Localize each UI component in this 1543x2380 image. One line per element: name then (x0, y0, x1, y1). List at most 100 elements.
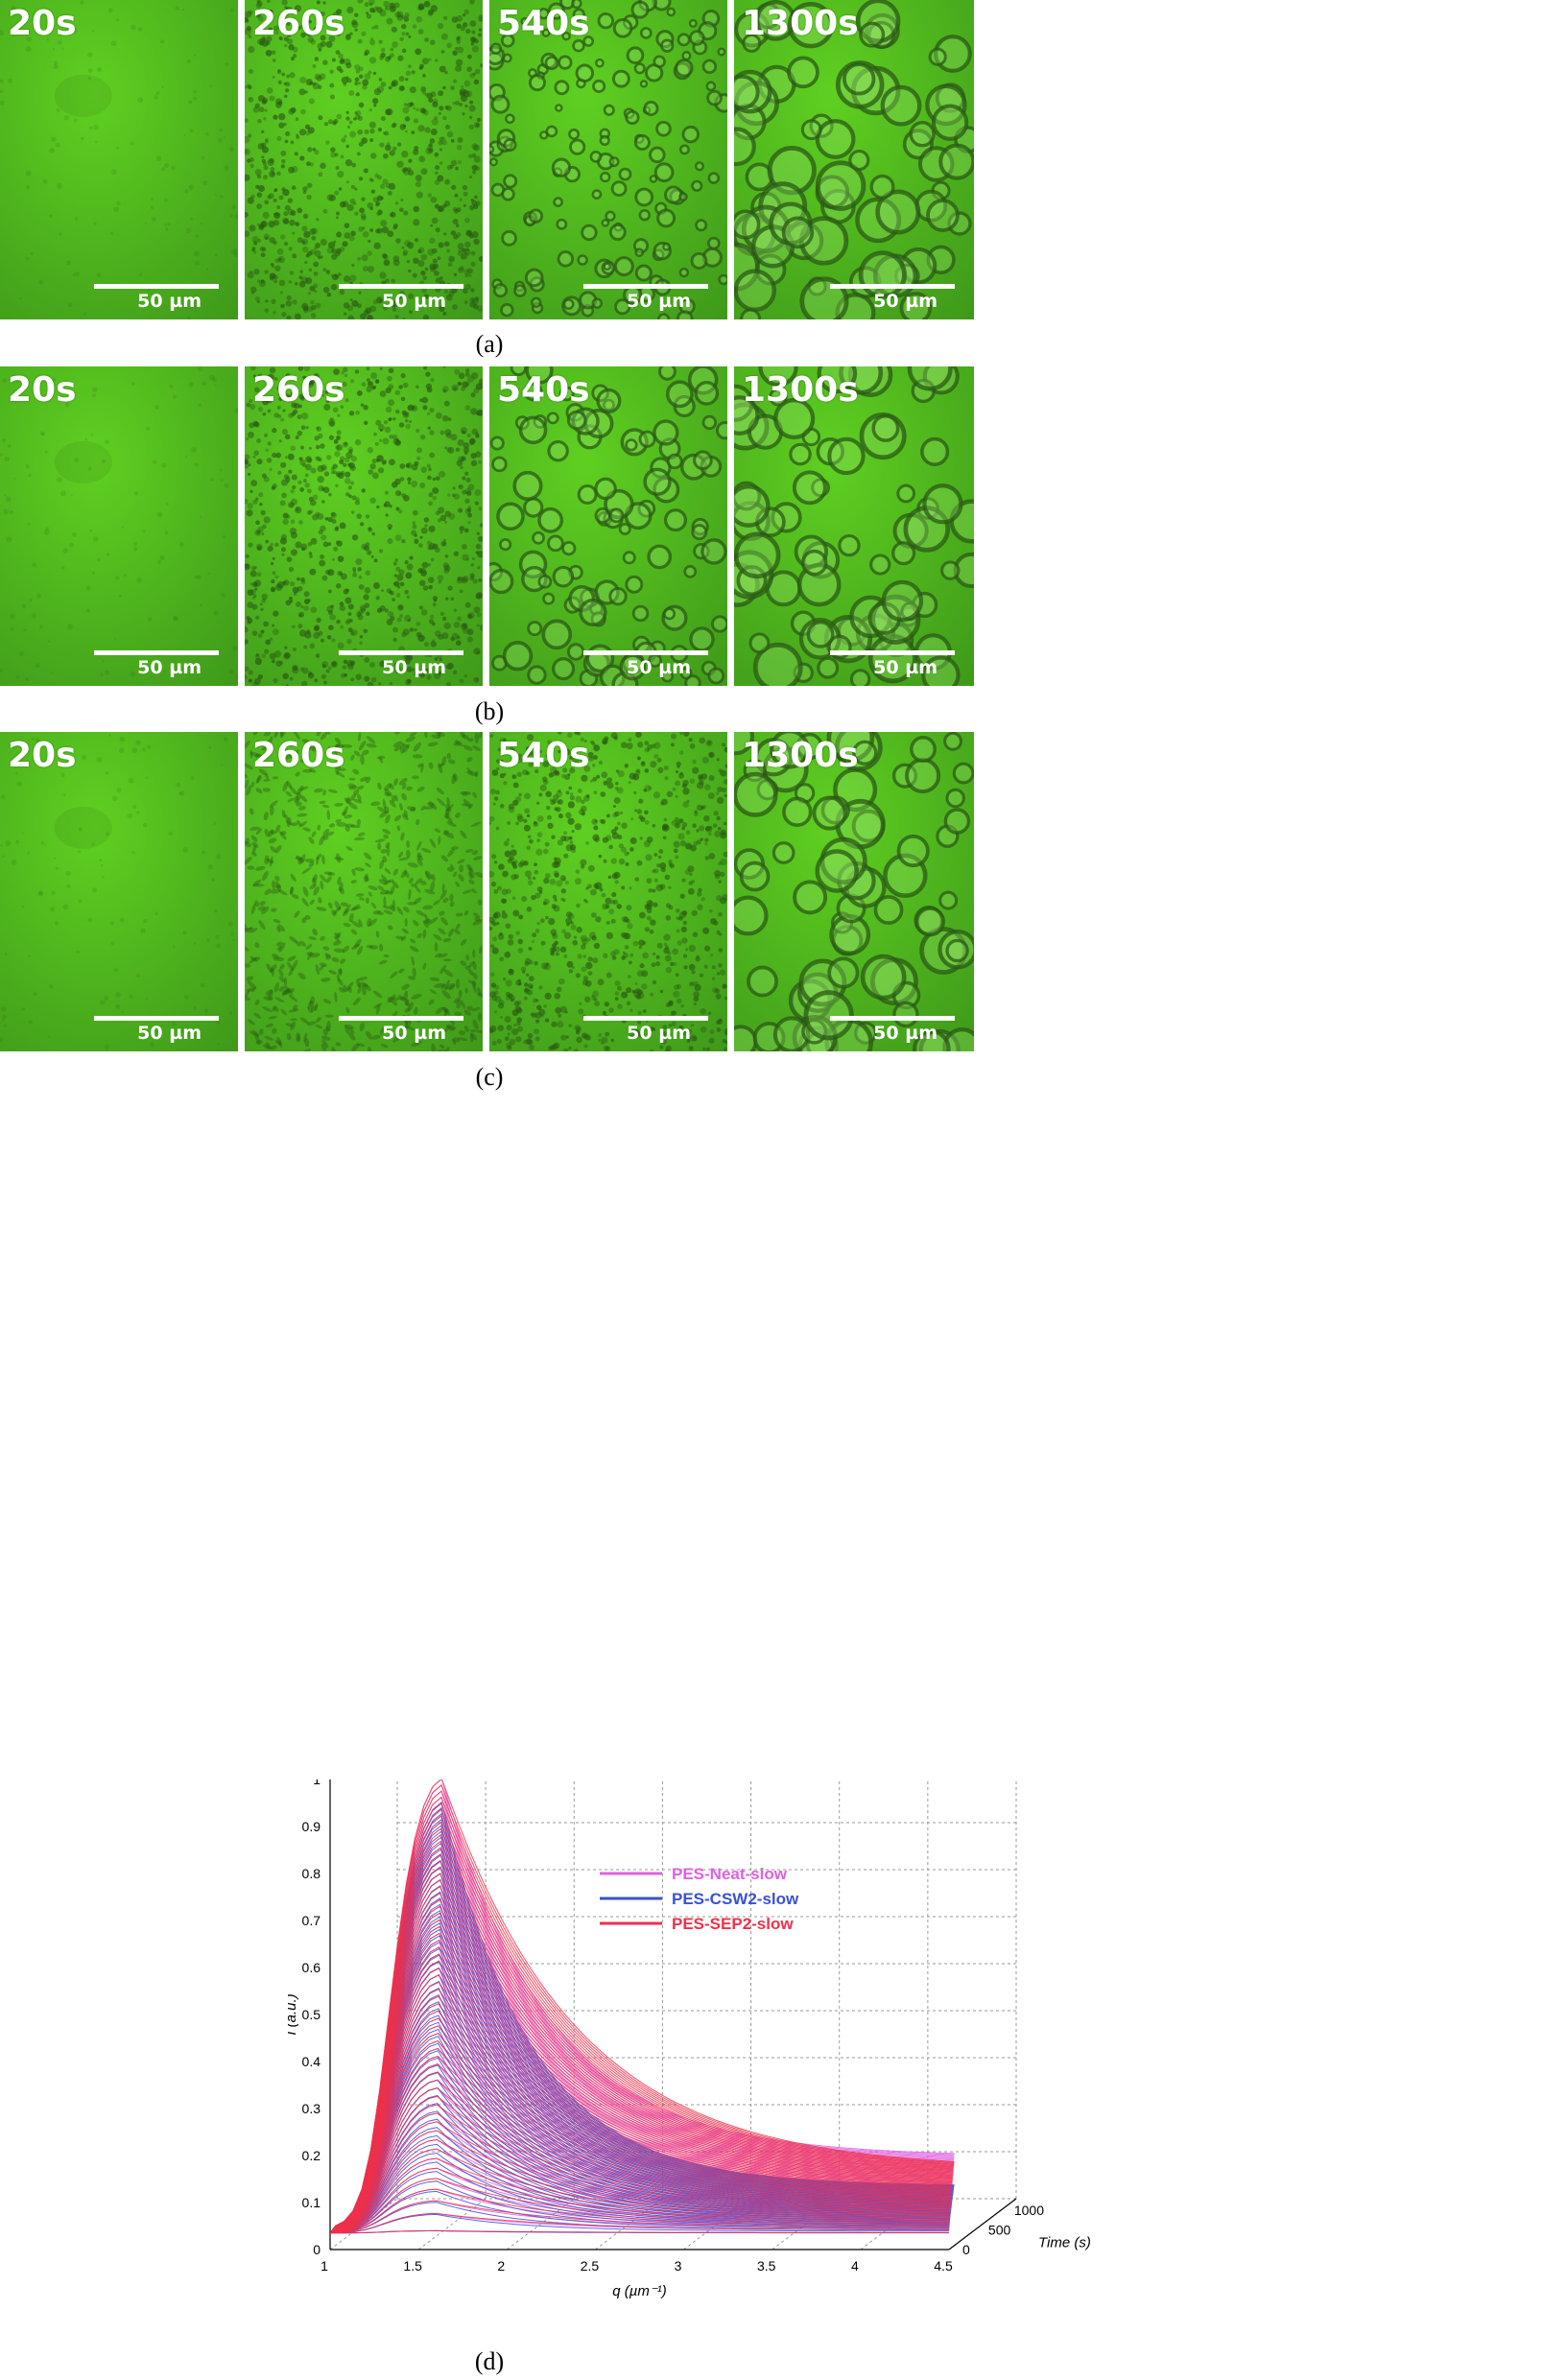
micrograph-image (489, 0, 727, 319)
curve (334, 1815, 955, 2227)
time-label: 260s (252, 4, 345, 43)
scale-bar-label: 50 µm (137, 1023, 202, 1044)
micrograph-panel: 20s 50 µm (0, 732, 238, 1051)
time-label: 20s (8, 4, 77, 43)
y-tick-label: 0.1 (302, 2195, 321, 2210)
curve (333, 1932, 953, 2229)
micrograph-panel: 1300s 50 µm (734, 732, 974, 1051)
scale-bar (339, 1016, 463, 1021)
z-tick-label: 0 (962, 2242, 970, 2257)
curve (332, 1974, 952, 2230)
time-label: 1300s (742, 4, 859, 43)
scale-bar-label: 50 µm (382, 1023, 446, 1044)
y-tick-label: 0.9 (302, 1819, 321, 1834)
x-tick-label: 4.5 (934, 2258, 953, 2274)
legend-label: PES-CSW2-slow (672, 1890, 799, 1908)
curve (333, 1947, 953, 2229)
curve (331, 2033, 952, 2231)
z-tick-label: 500 (988, 2223, 1011, 2238)
curve (334, 1847, 954, 2228)
y-tick-label: 0.3 (302, 2101, 321, 2116)
scale-bar-label: 50 µm (873, 657, 938, 678)
curve (332, 1946, 953, 2229)
micrograph-image (489, 366, 727, 686)
curve (330, 2167, 950, 2233)
curve (330, 2157, 950, 2233)
curve (335, 1819, 955, 2227)
curve (330, 2171, 950, 2233)
z-tick-label: 1000 (1014, 2203, 1044, 2218)
y-tick-label: 0.8 (302, 1866, 321, 1881)
y-tick-label: 0.4 (302, 2054, 321, 2069)
micrograph-panel: 540s 50 µm (489, 366, 727, 686)
curve (334, 1821, 954, 2227)
legend: PES-Neat-slow PES-CSW2-slow PES-SEP2-slow (600, 1865, 799, 1933)
micrograph-image (734, 366, 974, 686)
curve (330, 2200, 950, 2233)
micrograph-panel: 540s 50 µm (489, 732, 727, 1051)
time-label: 1300s (742, 370, 859, 410)
curve (331, 2104, 951, 2232)
subfigure-caption: (b) (474, 697, 505, 725)
legend-label: PES-Neat-slow (672, 1865, 788, 1883)
micrograph-panel: 540s 50 µm (489, 0, 727, 319)
micrograph-panel: 1300s 50 µm (734, 0, 974, 319)
micrograph-panel: 1300s 50 µm (734, 366, 974, 686)
curve (335, 1779, 955, 2227)
y-axis-label: I (a.u.) (288, 1993, 299, 2035)
y-tick-label: 0.2 (302, 2148, 321, 2163)
curve (332, 1960, 952, 2230)
curve (334, 1859, 954, 2228)
curve (334, 1808, 955, 2227)
x-axis-label: q (µm⁻¹) (612, 2283, 667, 2299)
curve (334, 1840, 954, 2227)
curve (332, 2010, 952, 2230)
x-tick-label: 2 (497, 2258, 505, 2274)
curve (331, 2047, 951, 2231)
curve (330, 2229, 949, 2234)
scattering-intensity-chart: 1 1.5 2 2.5 3 3.5 4 4.5 0 0.1 0.2 0.3 0.4 0.5 0.6 0.7 0.… (288, 1779, 1091, 2299)
curve (331, 2025, 952, 2231)
curve (333, 1916, 953, 2229)
scale-bar-label: 50 µm (137, 291, 202, 312)
scale-bar (94, 284, 219, 289)
curve (331, 2071, 951, 2231)
curve (331, 2095, 951, 2232)
curve (333, 1939, 953, 2229)
time-label: 1300s (742, 736, 859, 775)
curve (333, 1919, 953, 2229)
curve (332, 1988, 952, 2230)
time-label: 540s (497, 4, 590, 43)
curve (334, 1873, 954, 2228)
curve (332, 1953, 953, 2229)
y-tick-label: 0 (313, 2242, 320, 2257)
curve (330, 2188, 950, 2233)
curve (334, 1827, 954, 2227)
curve (333, 1903, 954, 2228)
curve (335, 1790, 955, 2227)
z-axis (948, 2198, 1017, 2250)
x-tick-label: 1 (320, 2258, 328, 2274)
curve (334, 1834, 954, 2227)
curve (330, 2213, 950, 2234)
scale-bar-label: 50 µm (873, 1023, 938, 1044)
legend-label: PES-SEP2-slow (672, 1915, 794, 1933)
chart-caption: (d) (474, 2347, 505, 2375)
micrograph-panel: 260s 50 µm (245, 732, 483, 1051)
curve (333, 1925, 953, 2229)
curve (332, 1995, 952, 2230)
curve (332, 2003, 952, 2230)
micrograph-image (245, 0, 483, 319)
curve (334, 1803, 955, 2227)
curve (333, 1912, 953, 2229)
curve (334, 1853, 954, 2228)
curve (330, 2138, 950, 2233)
curve (330, 2112, 951, 2232)
scale-bar-label: 50 µm (382, 657, 446, 678)
y-tick-label: 1 (313, 1779, 320, 1787)
z-axis-label: Time (s) (1038, 2235, 1091, 2251)
scale-bar (830, 284, 955, 289)
micrograph-panel: 260s 50 µm (245, 0, 483, 319)
curve (330, 2190, 950, 2233)
y-tick-label: 0.7 (302, 1913, 321, 1928)
